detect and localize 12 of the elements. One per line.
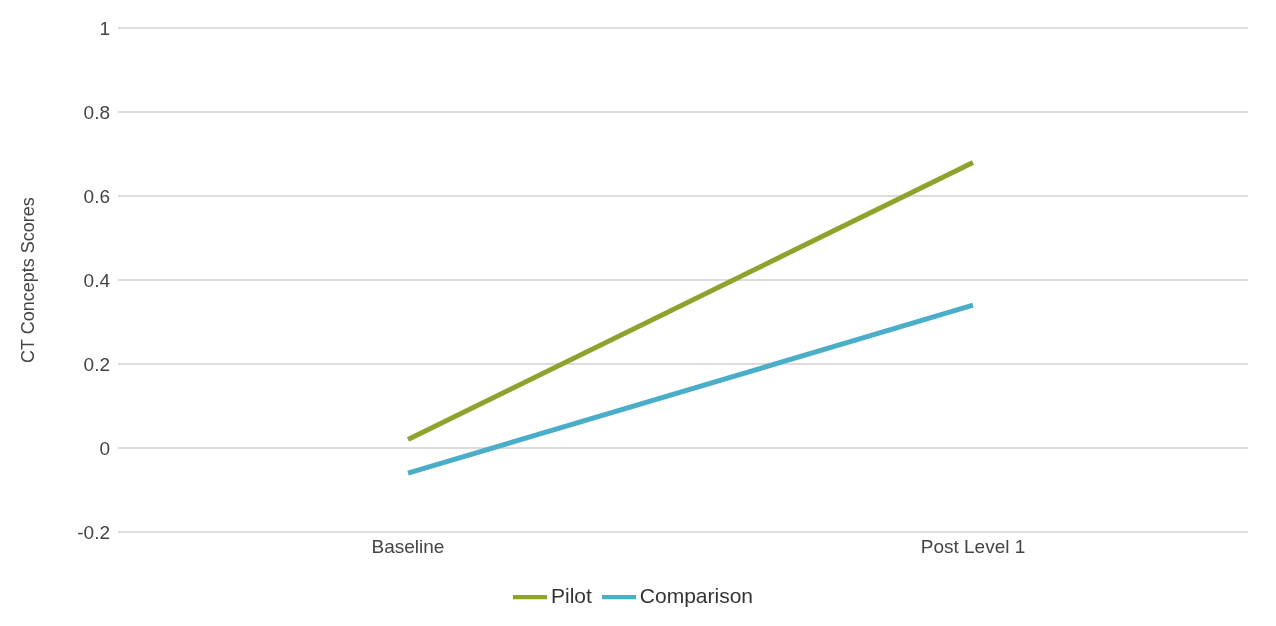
- y-tick-label: 0.6: [83, 185, 110, 207]
- legend-label: Pilot: [550, 583, 592, 607]
- legend-label: Comparison: [639, 583, 754, 607]
- y-tick-label: 0.2: [83, 353, 110, 375]
- x-tick-label: Post Level 1: [920, 536, 1026, 558]
- y-tick-label: -0.2: [77, 521, 110, 543]
- y-tick-label: 1: [99, 17, 110, 39]
- y-axis-title: CT Concepts Scores: [18, 197, 39, 363]
- y-tick-label: 0: [99, 437, 110, 459]
- y-tick-label: 0.4: [83, 269, 111, 291]
- x-tick-label: Baseline: [371, 536, 445, 558]
- y-tick-label: 0.8: [83, 101, 110, 123]
